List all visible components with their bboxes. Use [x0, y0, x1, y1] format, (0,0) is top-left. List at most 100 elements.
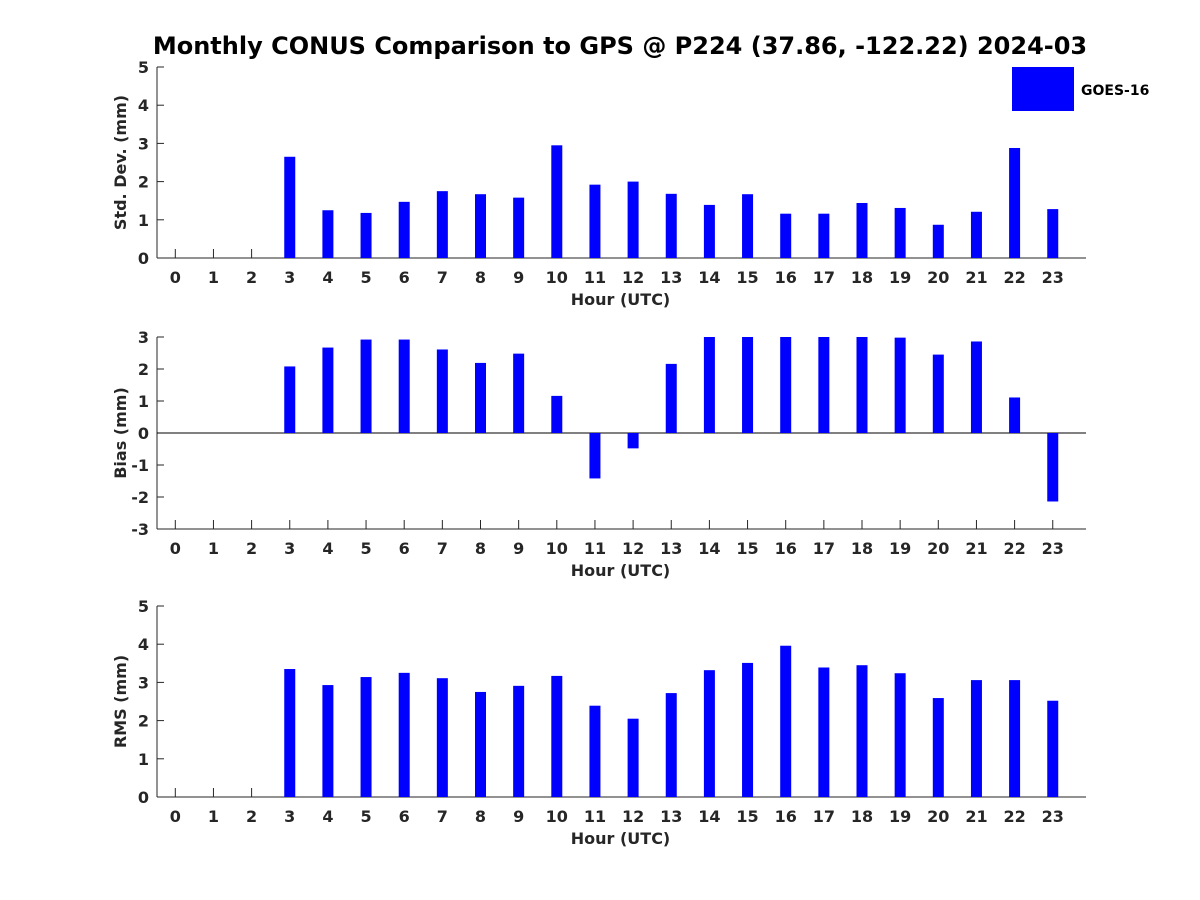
x-tick-label: 8	[475, 268, 486, 287]
x-tick-label: 3	[284, 539, 295, 558]
bar-hour-19	[894, 337, 906, 433]
x-tick-label: 3	[284, 268, 295, 287]
x-tick-label: 17	[813, 539, 835, 558]
y-tick-label: -2	[131, 488, 149, 507]
bar-hour-20	[932, 698, 944, 797]
bar-hour-16	[780, 213, 792, 258]
legend-label: GOES-16	[1081, 83, 1149, 99]
bar-hour-14	[703, 337, 715, 433]
x-tick-label: 2	[246, 268, 257, 287]
x-tick-label: 0	[170, 539, 181, 558]
x-tick-label: 14	[698, 539, 720, 558]
x-tick-label: 20	[927, 539, 949, 558]
x-axis-label: Hour (UTC)	[571, 829, 671, 848]
x-tick-label: 5	[360, 807, 371, 826]
bar-hour-14	[703, 670, 715, 797]
bar-hour-9	[513, 353, 525, 433]
x-tick-label: 2	[246, 539, 257, 558]
bar-hour-17	[818, 667, 830, 797]
bar-hour-18	[856, 665, 868, 797]
legend: GOES-16	[1012, 67, 1149, 111]
bar-hour-21	[970, 211, 982, 258]
bar-hour-6	[398, 339, 410, 433]
x-tick-label: 7	[437, 268, 448, 287]
y-tick-label: -1	[131, 456, 149, 475]
bar-hour-23	[1047, 700, 1059, 797]
bar-hour-18	[856, 202, 868, 258]
x-tick-label: 4	[322, 539, 333, 558]
y-tick-label: 5	[138, 58, 149, 77]
x-tick-label: 0	[170, 807, 181, 826]
bar-hour-21	[970, 341, 982, 433]
x-tick-label: 10	[546, 268, 568, 287]
bar-hour-6	[398, 201, 410, 258]
bar-hour-21	[970, 680, 982, 797]
x-tick-label: 1	[208, 807, 219, 826]
bar-hour-13	[665, 693, 677, 797]
x-tick-label: 8	[475, 539, 486, 558]
x-tick-label: 23	[1042, 268, 1064, 287]
y-tick-label: 0	[138, 788, 149, 807]
y-tick-label: 5	[138, 597, 149, 616]
bar-hour-5	[360, 677, 372, 797]
bar-hour-3	[284, 669, 296, 797]
bar-hour-11	[589, 184, 601, 258]
x-tick-label: 7	[437, 539, 448, 558]
bar-hour-12	[627, 181, 639, 258]
x-tick-label: 23	[1042, 807, 1064, 826]
bar-hour-5	[360, 212, 372, 258]
x-tick-label: 17	[813, 268, 835, 287]
x-tick-label: 15	[736, 268, 758, 287]
x-tick-label: 23	[1042, 539, 1064, 558]
x-tick-label: 11	[584, 807, 606, 826]
x-tick-label: 19	[889, 268, 911, 287]
bar-hour-10	[551, 145, 563, 258]
bar-hour-8	[475, 362, 486, 433]
bar-hour-7	[436, 349, 448, 433]
bar-hour-8	[475, 194, 486, 258]
x-tick-label: 19	[889, 539, 911, 558]
x-tick-label: 12	[622, 539, 644, 558]
bar-hour-10	[551, 675, 563, 797]
bar-hour-13	[665, 193, 677, 258]
x-tick-label: 10	[546, 807, 568, 826]
x-tick-label: 4	[322, 268, 333, 287]
x-tick-label: 11	[584, 539, 606, 558]
bar-hour-3	[284, 156, 296, 258]
x-tick-label: 20	[927, 807, 949, 826]
bar-hour-6	[398, 672, 410, 797]
bar-hour-18	[856, 337, 868, 433]
bar-hour-7	[436, 191, 448, 258]
x-tick-label: 1	[208, 539, 219, 558]
bar-hour-16	[780, 337, 792, 433]
y-tick-label: 1	[138, 750, 149, 769]
x-tick-label: 21	[965, 268, 987, 287]
y-axis-label: Bias (mm)	[111, 387, 130, 479]
x-tick-label: 12	[622, 268, 644, 287]
bar-hour-22	[1009, 397, 1021, 433]
x-tick-label: 22	[1003, 807, 1025, 826]
bar-hour-23	[1047, 433, 1059, 502]
y-tick-label: 4	[138, 96, 149, 115]
x-tick-label: 6	[399, 539, 410, 558]
x-tick-label: 7	[437, 807, 448, 826]
x-tick-label: 5	[360, 539, 371, 558]
x-tick-label: 1	[208, 268, 219, 287]
x-tick-label: 19	[889, 807, 911, 826]
bar-hour-17	[818, 213, 830, 258]
x-tick-label: 14	[698, 268, 720, 287]
x-tick-label: 14	[698, 807, 720, 826]
legend-swatch	[1012, 67, 1074, 111]
bar-hour-8	[475, 691, 486, 797]
bar-hour-20	[932, 224, 944, 258]
y-tick-label: 0	[138, 249, 149, 268]
x-tick-label: 22	[1003, 268, 1025, 287]
bar-hour-7	[436, 678, 448, 797]
x-tick-label: 16	[775, 807, 797, 826]
x-tick-label: 16	[775, 268, 797, 287]
x-tick-label: 17	[813, 807, 835, 826]
